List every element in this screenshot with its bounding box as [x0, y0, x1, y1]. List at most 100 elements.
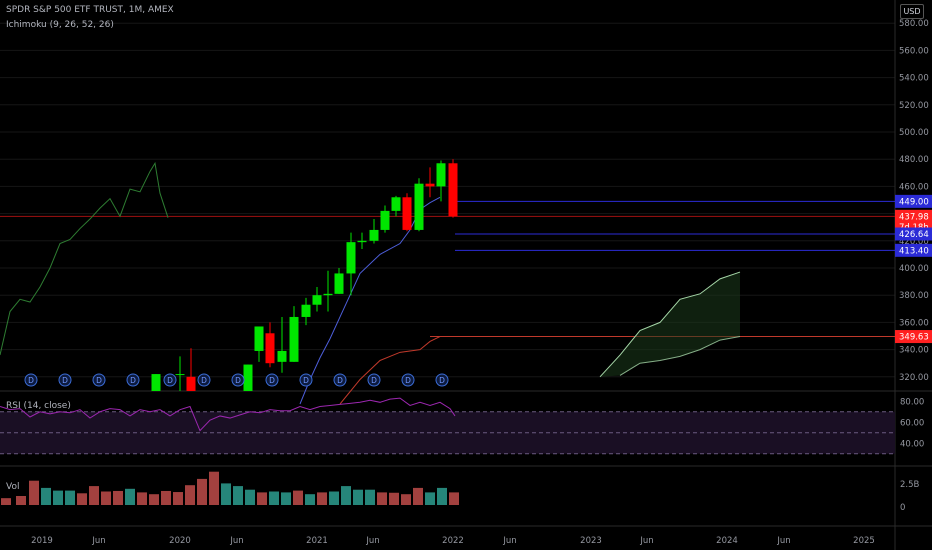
vol-tick: 2.5B — [900, 480, 920, 490]
lagging-span-line — [0, 161, 169, 356]
price-tick: 580.00 — [899, 19, 929, 29]
time-tick: 2025 — [853, 536, 875, 546]
volume-bar — [293, 490, 303, 505]
candle-body — [448, 163, 458, 217]
rsi-tick: 60.00 — [900, 418, 924, 428]
volume-bar — [125, 488, 135, 505]
dividend-marker — [163, 373, 177, 387]
price-axis: 80.00 60.00 40.00 2.5B 0 580.00 560.00 540.00 52… — [895, 19, 932, 513]
vol-label: Vol — [6, 482, 20, 492]
candle-body — [391, 197, 401, 211]
dividend-marker — [58, 373, 72, 387]
volume-bar — [137, 492, 147, 505]
dividend-marker — [24, 373, 38, 387]
dividend-marker — [231, 373, 245, 387]
price-tag — [895, 194, 932, 208]
leading-span-a — [599, 271, 741, 378]
dividend-label: D — [62, 376, 68, 385]
dividend-label: D — [439, 376, 445, 385]
dividend-label: D — [371, 376, 377, 385]
volume-bar — [245, 489, 255, 505]
dividend-label: D — [405, 376, 411, 385]
price-tag-label: 449.00 — [899, 197, 929, 207]
candle-body — [323, 293, 333, 296]
candle-body — [186, 376, 196, 391]
price-tick: 380.00 — [899, 291, 929, 301]
volume-bar — [161, 490, 171, 505]
candle-body — [357, 240, 367, 243]
volume-bar — [353, 489, 363, 505]
candle-body — [301, 304, 311, 317]
rsi-tick: 80.00 — [900, 397, 924, 407]
dividend-marker — [333, 373, 347, 387]
candle-body — [425, 183, 435, 187]
candle-body — [175, 374, 185, 376]
price-tag — [895, 227, 932, 241]
volume-bar — [269, 491, 279, 505]
ichimoku-cloud — [599, 271, 741, 378]
volume-bar — [305, 494, 315, 505]
candle-body — [289, 316, 299, 362]
price-tick: 540.00 — [899, 74, 929, 84]
candle-body — [369, 229, 379, 241]
price-tick: 320.00 — [899, 373, 929, 383]
dividend-label: D — [201, 376, 207, 385]
volume-bar — [29, 480, 39, 505]
volume-bar — [257, 492, 267, 505]
candle-body — [334, 273, 344, 294]
price-tick: 520.00 — [899, 101, 929, 111]
volume-bar — [185, 485, 195, 505]
price-tag-label: 349.63 — [899, 333, 929, 343]
volume-bar — [41, 487, 51, 505]
volume-bar — [149, 494, 159, 505]
dividend-marker — [126, 373, 140, 387]
rsi-panel — [0, 397, 895, 455]
price-tag-label: 426.64 — [899, 230, 929, 240]
candle-body — [312, 295, 322, 305]
currency-badge[interactable]: USD — [900, 4, 924, 19]
price-tag-label: 437.98 — [899, 212, 929, 222]
time-tick: Jun — [91, 536, 105, 546]
time-tick: 2019 — [31, 536, 53, 546]
candle-body — [436, 163, 446, 187]
candle-body — [243, 364, 253, 391]
volume-bar — [101, 491, 111, 505]
time-axis: 2019 Jun 2020 Jun 2021 Jun 2022 Jun 2023 Jun 2024 J… — [31, 536, 875, 546]
volume-bar — [401, 494, 411, 505]
dividend-marker — [197, 373, 211, 387]
leading-span-b — [619, 336, 741, 376]
candle-body — [346, 242, 356, 274]
base-line — [339, 336, 460, 405]
volume-bar — [449, 492, 459, 505]
time-tick: Jun — [502, 536, 516, 546]
volume-bar — [221, 483, 231, 505]
indicator-lines — [0, 161, 460, 405]
volume-bar — [53, 490, 63, 505]
price-tick: 560.00 — [899, 46, 929, 56]
candle-body — [254, 326, 264, 351]
rsi-tick: 40.00 — [900, 439, 924, 449]
volume-bar — [341, 486, 351, 505]
candle-body — [402, 197, 412, 230]
volume-bar — [365, 489, 375, 505]
time-tick: Jun — [639, 536, 653, 546]
time-tick: 2023 — [580, 536, 602, 546]
candle-body — [277, 350, 287, 362]
volume-bar — [281, 492, 291, 505]
dividend-label: D — [130, 376, 136, 385]
price-tag — [895, 330, 932, 344]
volume-bar — [437, 487, 447, 505]
volume-bar — [65, 490, 75, 505]
dividend-marker — [401, 373, 415, 387]
cloud-fill — [600, 272, 740, 377]
price-tick: 500.00 — [899, 128, 929, 138]
price-tick: 460.00 — [899, 182, 929, 192]
candle-body — [414, 183, 424, 230]
dividend-marker — [367, 373, 381, 387]
volume-bar — [1, 498, 11, 505]
dividend-label: D — [269, 376, 275, 385]
volume-panel — [1, 471, 459, 505]
